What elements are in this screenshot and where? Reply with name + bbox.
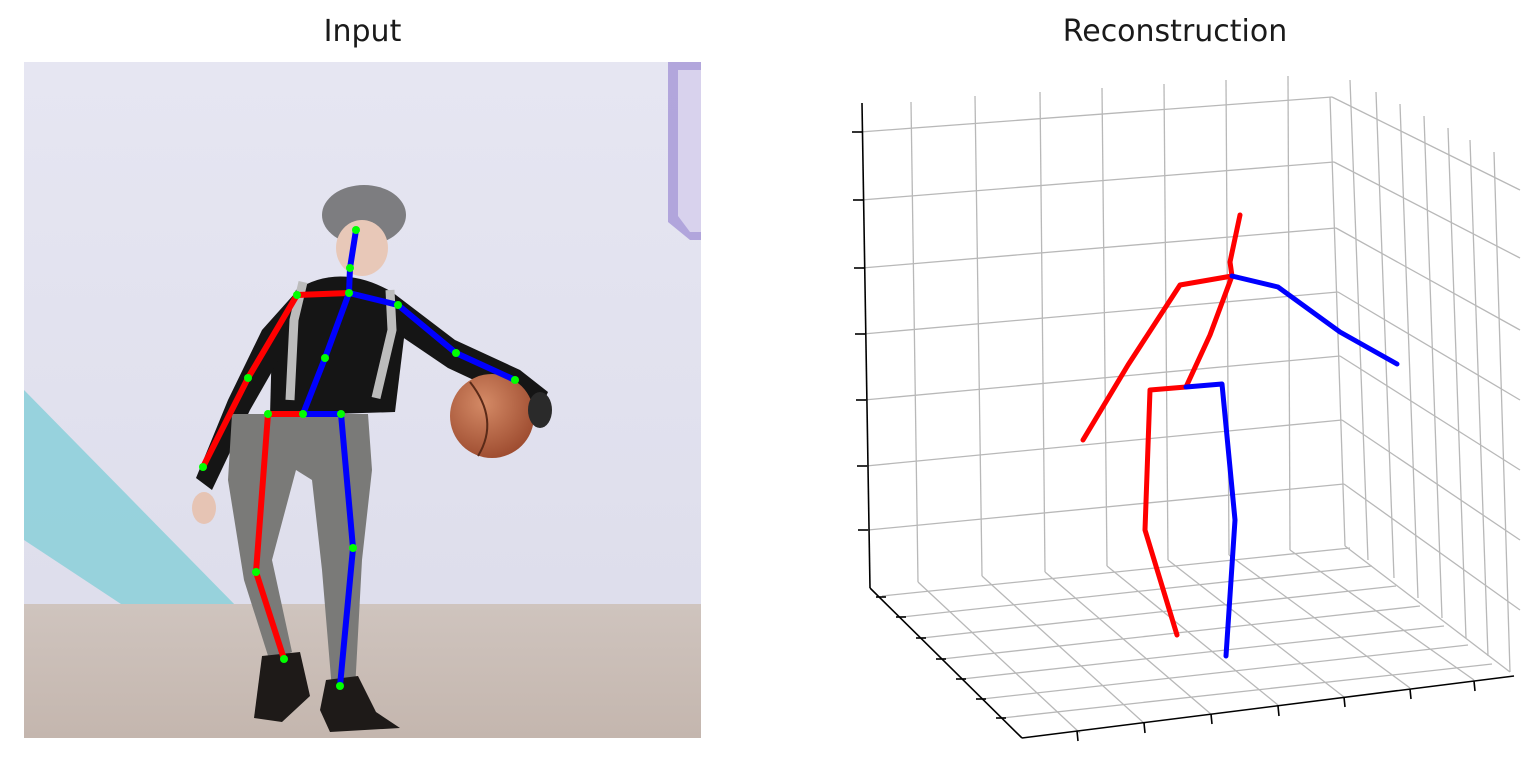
photo-ball bbox=[450, 374, 534, 458]
photo-face bbox=[336, 220, 388, 276]
skel2d-left-shoulder bbox=[294, 290, 352, 298]
skel3d-right-arm bbox=[1229, 273, 1400, 367]
joint-right-hip bbox=[337, 410, 345, 418]
photo-sign-inner bbox=[678, 70, 701, 232]
reconstruction-panel-title: Reconstruction bbox=[1062, 14, 1288, 49]
grid-floor bbox=[881, 545, 1511, 734]
skel2d-right-arm bbox=[346, 290, 518, 383]
joint-left-elbow bbox=[244, 374, 252, 382]
grid-back-wall bbox=[859, 75, 1346, 583]
axis-x bbox=[1021, 675, 1515, 739]
skel3d-left-arm bbox=[1080, 273, 1235, 443]
photo-hand-left bbox=[192, 492, 216, 524]
photo-teal-stripe bbox=[24, 390, 240, 610]
joint-left-ankle bbox=[280, 655, 288, 663]
skel3d-head bbox=[1227, 212, 1243, 279]
input-panel-title: Input bbox=[323, 14, 402, 49]
joint-pelvis bbox=[299, 410, 307, 418]
joint-right-knee bbox=[349, 544, 357, 552]
photo-ball-seam bbox=[469, 381, 489, 457]
skel2d-right-leg bbox=[300, 411, 357, 689]
skel3d-spine bbox=[1183, 273, 1235, 390]
joint-left-knee bbox=[252, 568, 260, 576]
joint-thorax bbox=[345, 289, 353, 297]
input-joints bbox=[199, 226, 519, 690]
joint-right-ankle bbox=[336, 682, 344, 690]
joint-right-elbow bbox=[452, 349, 460, 357]
axes-3d bbox=[852, 102, 1515, 742]
joint-head bbox=[352, 226, 360, 234]
reconstruction-skeleton bbox=[1080, 212, 1400, 659]
axis-y bbox=[869, 587, 1023, 739]
skel3d-left-leg bbox=[1142, 384, 1189, 638]
joint-right-shoulder bbox=[394, 301, 402, 309]
joint-left-shoulder bbox=[293, 291, 301, 299]
joint-left-wrist bbox=[199, 463, 207, 471]
joint-left-hip bbox=[264, 410, 272, 418]
grid-right-wall bbox=[1331, 79, 1521, 673]
photo-hand-right bbox=[528, 392, 552, 428]
reconstruction-plot bbox=[852, 75, 1521, 742]
skel3d-right-leg bbox=[1183, 381, 1238, 659]
photo-torso bbox=[270, 276, 405, 416]
axis-z bbox=[861, 102, 871, 589]
joint-right-wrist bbox=[511, 376, 519, 384]
joint-spine bbox=[321, 354, 329, 362]
photo-shoe-left bbox=[254, 652, 310, 722]
input-photo bbox=[24, 62, 701, 738]
joint-neck bbox=[346, 264, 354, 272]
skel2d-left-leg bbox=[252, 411, 306, 662]
